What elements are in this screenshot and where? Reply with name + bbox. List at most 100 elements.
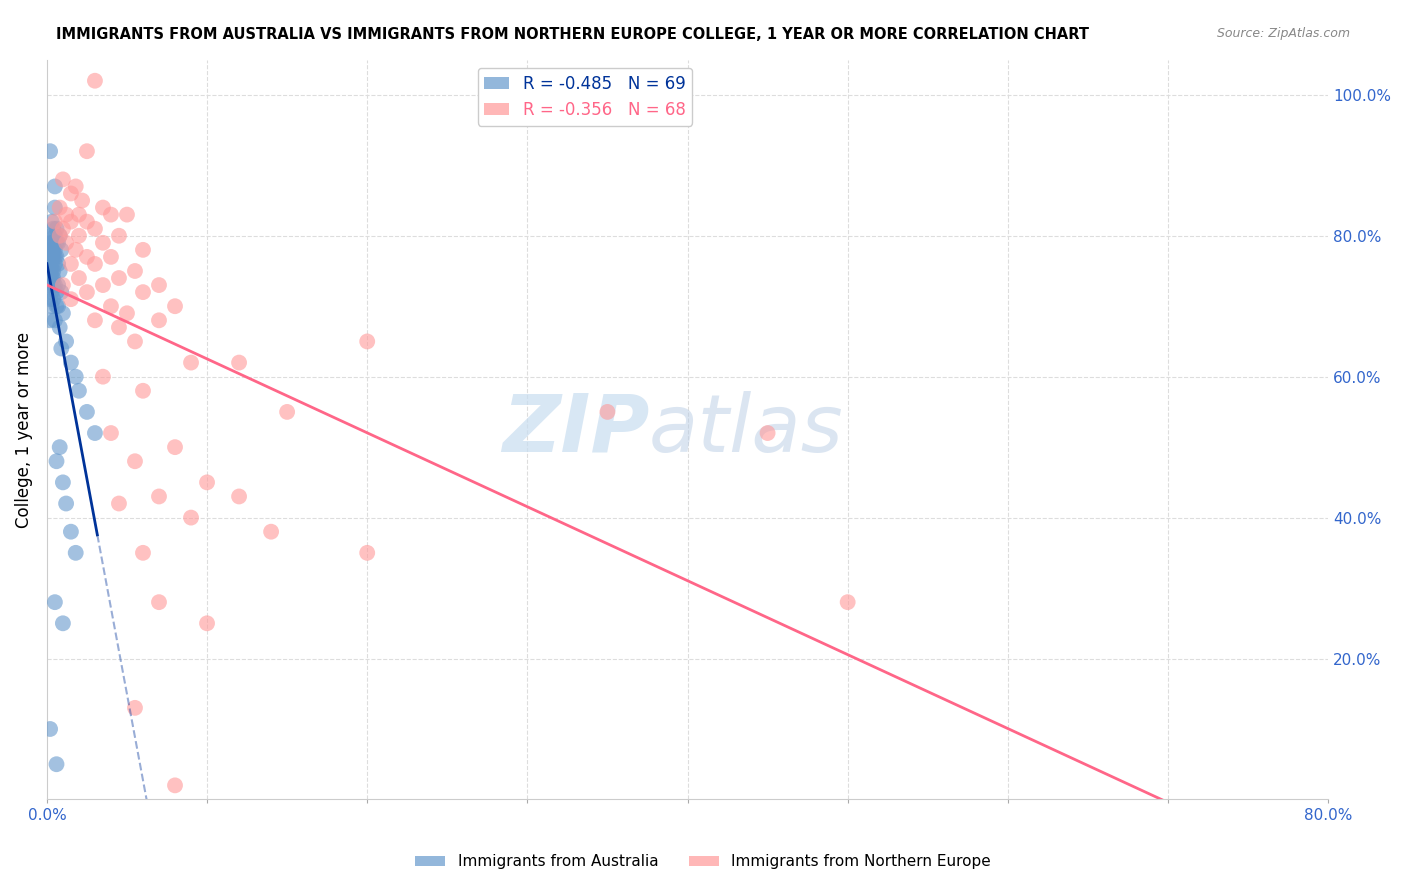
- Point: [44, 201, 66, 215]
- Point: [65, 546, 87, 560]
- Point: [108, 271, 131, 285]
- Text: Source: ZipAtlas.com: Source: ZipAtlas.com: [1216, 27, 1350, 40]
- Point: [42, 271, 65, 285]
- Point: [67, 228, 90, 243]
- Point: [42, 278, 65, 293]
- Point: [52, 172, 75, 186]
- Point: [115, 208, 138, 222]
- Point: [108, 496, 131, 510]
- Point: [163, 778, 186, 792]
- Point: [44, 179, 66, 194]
- Point: [59, 257, 82, 271]
- Point: [52, 278, 75, 293]
- Point: [100, 208, 122, 222]
- Point: [45, 285, 67, 299]
- Point: [39, 257, 62, 271]
- Text: ZIP: ZIP: [502, 391, 650, 468]
- Point: [41, 235, 63, 250]
- Point: [76, 405, 98, 419]
- Point: [45, 235, 67, 250]
- Point: [132, 546, 155, 560]
- Point: [180, 355, 202, 369]
- Point: [756, 425, 779, 440]
- Legend: R = -0.485   N = 69, R = -0.356   N = 68: R = -0.485 N = 69, R = -0.356 N = 68: [478, 68, 692, 126]
- Point: [52, 306, 75, 320]
- Point: [84, 425, 107, 440]
- Point: [41, 250, 63, 264]
- Point: [41, 264, 63, 278]
- Point: [84, 313, 107, 327]
- Point: [163, 440, 186, 454]
- Point: [41, 228, 63, 243]
- Point: [65, 243, 87, 257]
- Point: [45, 757, 67, 772]
- Point: [42, 235, 65, 250]
- Point: [44, 278, 66, 293]
- Point: [39, 313, 62, 327]
- Point: [59, 355, 82, 369]
- Point: [41, 215, 63, 229]
- Point: [276, 405, 298, 419]
- Point: [124, 334, 146, 349]
- Point: [228, 355, 250, 369]
- Point: [39, 145, 62, 159]
- Point: [837, 595, 859, 609]
- Point: [37, 257, 59, 271]
- Point: [84, 74, 107, 88]
- Point: [41, 299, 63, 313]
- Point: [180, 510, 202, 524]
- Point: [100, 299, 122, 313]
- Point: [108, 228, 131, 243]
- Point: [124, 264, 146, 278]
- Point: [39, 235, 62, 250]
- Point: [148, 278, 170, 293]
- Legend: Immigrants from Australia, Immigrants from Northern Europe: Immigrants from Australia, Immigrants fr…: [409, 848, 997, 875]
- Point: [59, 215, 82, 229]
- Point: [52, 475, 75, 490]
- Point: [45, 299, 67, 313]
- Point: [65, 179, 87, 194]
- Point: [108, 320, 131, 334]
- Point: [195, 475, 218, 490]
- Point: [52, 221, 75, 235]
- Point: [45, 454, 67, 468]
- Point: [41, 243, 63, 257]
- Point: [37, 271, 59, 285]
- Point: [148, 595, 170, 609]
- Point: [100, 250, 122, 264]
- Point: [84, 221, 107, 235]
- Point: [195, 616, 218, 631]
- Text: atlas: atlas: [650, 391, 844, 468]
- Point: [46, 278, 69, 293]
- Point: [39, 264, 62, 278]
- Point: [59, 524, 82, 539]
- Point: [39, 278, 62, 293]
- Point: [46, 235, 69, 250]
- Point: [44, 243, 66, 257]
- Point: [84, 257, 107, 271]
- Point: [228, 490, 250, 504]
- Point: [67, 271, 90, 285]
- Point: [596, 405, 619, 419]
- Point: [124, 454, 146, 468]
- Text: IMMIGRANTS FROM AUSTRALIA VS IMMIGRANTS FROM NORTHERN EUROPE COLLEGE, 1 YEAR OR : IMMIGRANTS FROM AUSTRALIA VS IMMIGRANTS …: [56, 27, 1090, 42]
- Point: [100, 425, 122, 440]
- Point: [260, 524, 283, 539]
- Point: [132, 285, 155, 299]
- Point: [52, 616, 75, 631]
- Point: [76, 285, 98, 299]
- Point: [48, 201, 70, 215]
- Point: [132, 384, 155, 398]
- Point: [48, 440, 70, 454]
- Point: [51, 342, 73, 356]
- Point: [91, 369, 114, 384]
- Point: [76, 250, 98, 264]
- Point: [48, 228, 70, 243]
- Point: [41, 271, 63, 285]
- Point: [59, 292, 82, 306]
- Point: [48, 320, 70, 334]
- Point: [51, 285, 73, 299]
- Point: [55, 208, 77, 222]
- Point: [356, 334, 378, 349]
- Point: [55, 496, 77, 510]
